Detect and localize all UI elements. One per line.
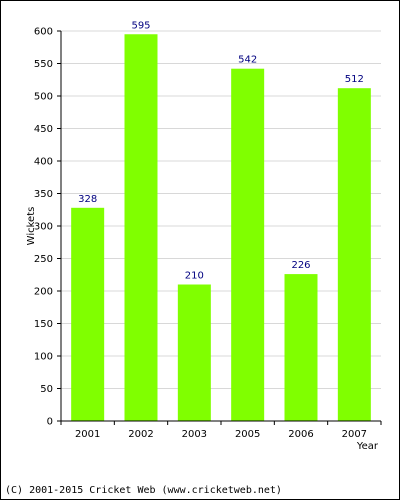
x-tick-label-2006: 2006 [288,429,313,440]
x-tick-label-2002: 2002 [128,429,153,440]
x-axis-label: Year [356,441,379,452]
x-tick-label-2001: 2001 [75,429,100,440]
copyright-footer: (C) 2001-2015 Cricket Web (www.cricketwe… [5,485,282,496]
bars [71,34,371,421]
y-tick-label: 300 [34,222,53,233]
bar-2002 [124,34,158,421]
y-tick-label: 500 [34,92,53,103]
y-tick-label: 250 [34,254,53,265]
bar-2003 [177,284,211,421]
y-tick-label: 350 [34,189,53,200]
y-tick-labels: 0 50 100 150 200 250 300 350 400 450 500 550 600 [34,27,53,428]
bar-2006 [284,274,318,421]
y-tick-label: 50 [40,384,53,395]
grid-lines [61,30,381,389]
data-label-2006: 226 [291,260,310,271]
y-tick-label: 150 [34,319,53,330]
axes [57,30,382,425]
bar-2007 [337,88,371,421]
y-tick-label: 600 [34,27,53,38]
y-tick-label: 100 [34,352,53,363]
data-label-2005: 542 [238,55,257,66]
x-tick-label-2005: 2005 [235,429,260,440]
data-label-2003: 210 [185,271,204,282]
bar-2005 [231,68,265,421]
data-label-2007: 512 [345,74,364,85]
x-tick-label-2007: 2007 [342,429,367,440]
bar-2001 [71,207,105,421]
y-tick-label: 200 [34,287,53,298]
y-tick-label: 450 [34,124,53,135]
x-tick-labels: 2001 2002 2003 2005 2006 2007 [75,429,367,440]
y-axis-label: Wickets [26,207,37,246]
data-labels: 328 595 210 542 226 512 [78,20,364,281]
y-tick-label: 550 [34,59,53,70]
y-tick-label: 400 [34,157,53,168]
x-tick-label-2003: 2003 [182,429,207,440]
y-tick-label: 0 [47,417,53,428]
data-label-2001: 328 [78,194,97,205]
data-label-2002: 595 [131,20,150,31]
